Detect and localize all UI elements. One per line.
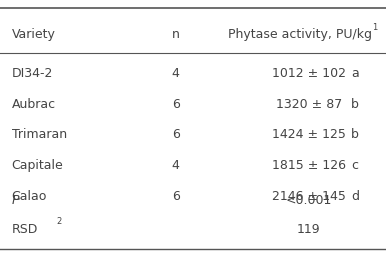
Text: n: n	[172, 28, 179, 41]
Text: 4: 4	[172, 67, 179, 80]
Text: d: d	[351, 190, 359, 203]
Text: 1012 ± 102: 1012 ± 102	[272, 67, 346, 80]
Text: 6: 6	[172, 190, 179, 203]
Text: RSD: RSD	[12, 223, 38, 236]
Text: DI34-2: DI34-2	[12, 67, 53, 80]
Text: 6: 6	[172, 98, 179, 111]
Text: Variety: Variety	[12, 28, 56, 41]
Text: Aubrac: Aubrac	[12, 98, 56, 111]
Text: Capitale: Capitale	[12, 159, 63, 172]
Text: Trimaran: Trimaran	[12, 128, 67, 141]
Text: 6: 6	[172, 128, 179, 141]
Text: P: P	[12, 194, 19, 207]
Text: <0.001: <0.001	[286, 194, 332, 207]
Text: 119: 119	[297, 223, 321, 236]
Text: Phytase activity, PU/kg: Phytase activity, PU/kg	[228, 28, 372, 41]
Text: b: b	[351, 128, 359, 141]
Text: a: a	[351, 67, 359, 80]
Text: 2146 ± 145: 2146 ± 145	[272, 190, 346, 203]
Text: 1424 ± 125: 1424 ± 125	[272, 128, 346, 141]
Text: 1: 1	[372, 23, 378, 32]
Text: b: b	[351, 98, 359, 111]
Text: c: c	[351, 159, 358, 172]
Text: 1320 ± 87: 1320 ± 87	[276, 98, 342, 111]
Text: 1815 ± 126: 1815 ± 126	[272, 159, 346, 172]
Text: 4: 4	[172, 159, 179, 172]
Text: Calao: Calao	[12, 190, 47, 203]
Text: 2: 2	[56, 217, 61, 226]
